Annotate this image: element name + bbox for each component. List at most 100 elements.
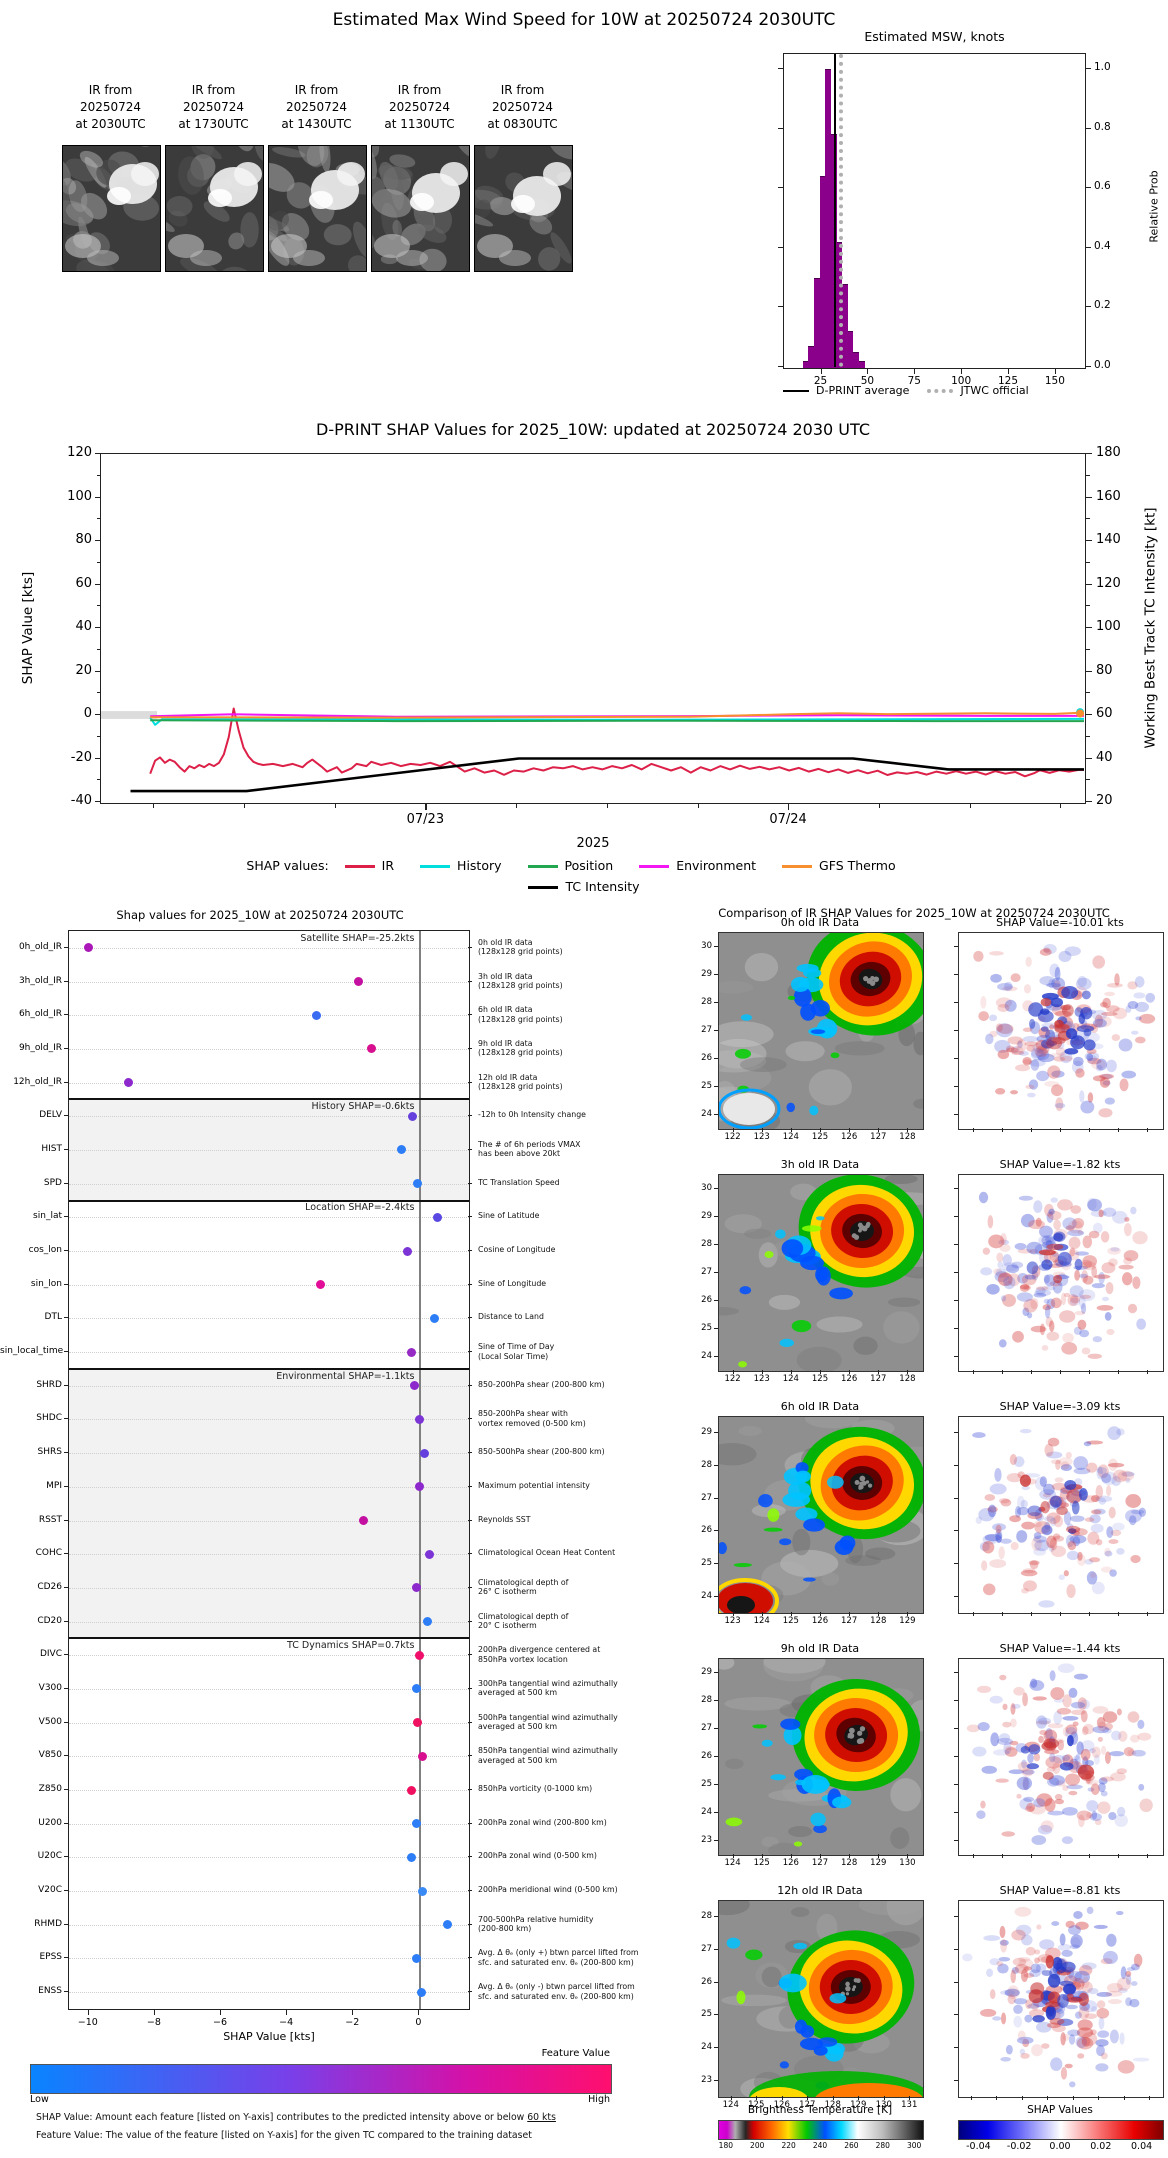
- ts-ytick-minor: [97, 648, 101, 650]
- dotplot-feature-desc: 6h old IR data (128x128 grid points): [478, 1005, 563, 1024]
- ir-map-xtick-label: 130: [899, 1858, 916, 1868]
- shap-map: [958, 1658, 1164, 1856]
- ir-map-xtick: [849, 1370, 851, 1374]
- dotplot-row-tick: [64, 1250, 68, 1252]
- ts-xtick-minor: [969, 804, 971, 808]
- ts-ytick-right: [1086, 540, 1092, 542]
- ir-map-xtick-label: 123: [753, 1374, 770, 1384]
- ir-map-xtick-label: 130: [875, 2100, 892, 2110]
- hist-ytick-label: 0.0: [1094, 359, 1111, 371]
- shap-map-xtick: [1072, 2096, 1074, 2100]
- dotplot-row-tick: [64, 1923, 68, 1925]
- shap-map: [958, 1900, 1164, 2098]
- dotplot-row-label: DTL: [44, 1312, 62, 1323]
- dotplot-row-label: V850: [38, 1750, 62, 1761]
- dotplot-desc-tick: [468, 1418, 472, 1420]
- dotplot-row-tick: [64, 1384, 68, 1386]
- bt-tick-label: 260: [844, 2141, 859, 2150]
- dotplot-row-label: RHMD: [34, 1918, 62, 1929]
- dotplot-row-label: sin_lat: [33, 1211, 62, 1222]
- shap-map-ytick: [954, 1432, 958, 1434]
- shap-map-xtick: [1118, 1128, 1120, 1132]
- ts-ytick-left-label: -20: [70, 749, 92, 765]
- ts-legend-label: Position: [564, 858, 614, 873]
- shap-map-xtick: [972, 1370, 974, 1374]
- shap-map-xtick: [1149, 2096, 1151, 2100]
- bt-colorbar-title: Brightness Temperature [K]: [747, 2104, 893, 2116]
- ir-map-ytick-label: 25: [701, 2009, 712, 2020]
- ts-ytick-minor: [97, 561, 101, 563]
- dotplot-feature-desc: Avg. Δ θₑ (only +) btwn parcel lifted fr…: [478, 1948, 639, 1967]
- dotplot-row-label: sin_lon: [30, 1278, 62, 1289]
- shap-dot: [403, 1246, 413, 1256]
- ir-map-ytick-label: 25: [701, 1081, 712, 1091]
- shap-map-xtick: [1118, 1854, 1120, 1858]
- shap-map-xtick: [1060, 1370, 1061, 1374]
- ir-thumbnail: [165, 145, 264, 272]
- ir-map-title: 12h old IR Data: [777, 1884, 863, 1897]
- ir-map-ytick-label: 30: [701, 1183, 712, 1193]
- shap-dot: [358, 1516, 368, 1526]
- ts-ytick-right-label: 60: [1096, 706, 1113, 721]
- hist-ytick: [1086, 127, 1091, 129]
- line-swatch: [420, 865, 451, 868]
- dotplot-row-gridline: [69, 1722, 469, 1724]
- dotplot-desc-tick: [468, 1923, 472, 1925]
- ir-map-ytick-label: 29: [701, 1427, 712, 1438]
- ir-map-ytick: [714, 1756, 718, 1757]
- ir-thumb-caption: IR from 20250724 at 1730UTC: [178, 83, 249, 131]
- ir-map-xtick: [756, 2096, 758, 2100]
- bt-colorbar: [718, 2120, 924, 2140]
- dotplot-desc-tick: [468, 1890, 472, 1892]
- dotplot-desc-tick: [468, 1721, 472, 1723]
- dotplot-xtick: [220, 2010, 222, 2015]
- shap-dot: [406, 1347, 416, 1357]
- shap-map-xtick: [1147, 1370, 1149, 1374]
- shap-map-ytick: [954, 1700, 958, 1701]
- ir-map-ytick-label: 27: [701, 1267, 712, 1277]
- ir-map-xtick: [790, 1612, 792, 1616]
- ir-map-ytick-label: 23: [701, 2074, 712, 2085]
- shap-map-ytick: [954, 1328, 958, 1329]
- bt-tick-label: 220: [781, 2141, 796, 2150]
- dotplot-desc-tick: [468, 1283, 472, 1285]
- hist-xtick: [867, 369, 869, 374]
- shap-map-xtick: [1001, 1854, 1003, 1858]
- line-swatch: [344, 865, 375, 868]
- shap-map-ytick: [954, 2079, 958, 2081]
- hist-ytick: [1086, 187, 1091, 189]
- ts-ytick-right-label: 160: [1096, 488, 1121, 504]
- ir-map-ytick: [714, 1086, 718, 1087]
- dotplot-row-tick: [64, 1890, 68, 1892]
- ts-ytick-minor: [1086, 648, 1090, 650]
- ts-ytick-left: [95, 801, 101, 803]
- shap-dot: [353, 977, 363, 987]
- shap-tick-label: 0.04: [1131, 2141, 1153, 2152]
- dotplot-row-gridline: [69, 1385, 469, 1387]
- ir-map-ytick: [714, 1432, 718, 1434]
- ts-ytick-right: [1086, 714, 1092, 716]
- dotplot-row-label: CD20: [37, 1615, 62, 1626]
- dotplot-desc-tick: [468, 1789, 472, 1791]
- dotplot-row-gridline: [69, 1217, 469, 1219]
- dotplot-row-tick: [64, 1789, 68, 1791]
- ir-map-xtick: [832, 2096, 834, 2100]
- ts-xtick-minor: [425, 804, 427, 808]
- dotplot-row-gridline: [69, 1015, 469, 1017]
- ir-map-xtick-label: 125: [748, 2100, 765, 2110]
- ir-map-ytick: [714, 946, 718, 947]
- dotplot-group-separator: [69, 1637, 469, 1640]
- ir-thumbnail: [371, 145, 470, 272]
- dotplot-desc-tick: [468, 1856, 472, 1858]
- hist-ytick-l: [778, 246, 783, 248]
- dotplot-row-gridline: [69, 1790, 469, 1792]
- hist-ytick-l: [778, 187, 783, 189]
- ir-map-ytick: [714, 1002, 718, 1003]
- ts-ytick-right: [1086, 453, 1092, 455]
- ir-map-xtick: [907, 1370, 909, 1374]
- dotplot-row-gridline: [69, 1082, 469, 1084]
- ts-ytick-right: [1086, 670, 1092, 672]
- shap-dot: [418, 1886, 428, 1896]
- ir-map-xtick-label: 128: [870, 1616, 887, 1626]
- dotplot-row-tick: [64, 980, 68, 982]
